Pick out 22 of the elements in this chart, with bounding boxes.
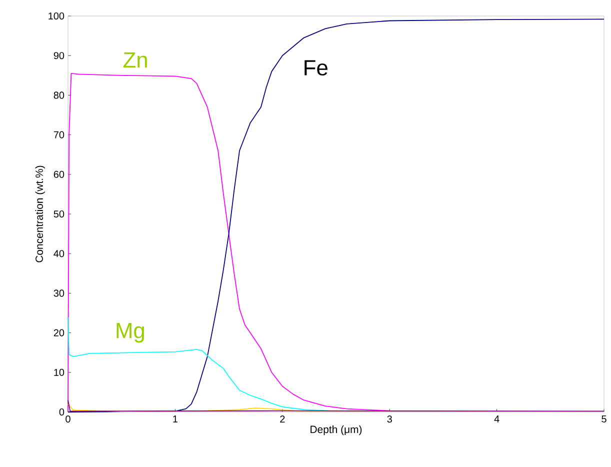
y-tick-label: 60 (54, 170, 64, 178)
y-tick-label: 0 (59, 408, 64, 416)
x-axis-title: Depth (μm) (310, 425, 362, 436)
y-tick-label: 50 (54, 210, 64, 218)
x-tick-label: 3 (387, 416, 392, 423)
y-tick-label: 20 (54, 329, 64, 336)
y-tick-label: 80 (54, 92, 64, 99)
series-label: Zn (123, 52, 147, 68)
y-tick-label: 70 (54, 131, 64, 138)
series-label: Fe (304, 60, 328, 76)
x-tick-label: 1 (173, 416, 178, 422)
x-tick-label: 2 (280, 416, 285, 422)
y-axis-title: Concentration (wt.%) (35, 166, 46, 262)
y-tick-label: 90 (54, 52, 64, 60)
y-tick-label: 10 (54, 368, 64, 376)
x-tick-label: 5 (602, 416, 606, 422)
x-tick-label: 4 (494, 416, 500, 422)
y-tick-label: 40 (54, 250, 64, 258)
y-tick-label: 100 (48, 12, 64, 20)
y-tick-label: 30 (54, 290, 64, 297)
x-tick-label: 0 (66, 416, 70, 423)
series-label: Mg (116, 322, 144, 343)
